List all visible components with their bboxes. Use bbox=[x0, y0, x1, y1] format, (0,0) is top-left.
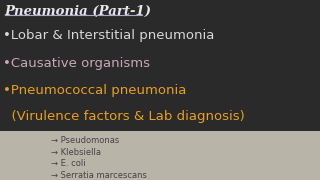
FancyBboxPatch shape bbox=[0, 0, 320, 131]
Text: (Virulence factors & Lab diagnosis): (Virulence factors & Lab diagnosis) bbox=[3, 110, 245, 123]
Text: → Pseudomonas: → Pseudomonas bbox=[51, 136, 119, 145]
Text: •Causative organisms: •Causative organisms bbox=[3, 57, 150, 70]
Text: → Klebsiella: → Klebsiella bbox=[51, 148, 101, 157]
Text: → Serratia marcescans: → Serratia marcescans bbox=[51, 171, 147, 180]
Text: Pneumonia (Part-1): Pneumonia (Part-1) bbox=[5, 5, 152, 18]
Text: → E. coli: → E. coli bbox=[51, 159, 86, 168]
Text: •Lobar & Interstitial pneumonia: •Lobar & Interstitial pneumonia bbox=[3, 30, 215, 42]
Text: •Pneumococcal pneumonia: •Pneumococcal pneumonia bbox=[3, 84, 187, 97]
